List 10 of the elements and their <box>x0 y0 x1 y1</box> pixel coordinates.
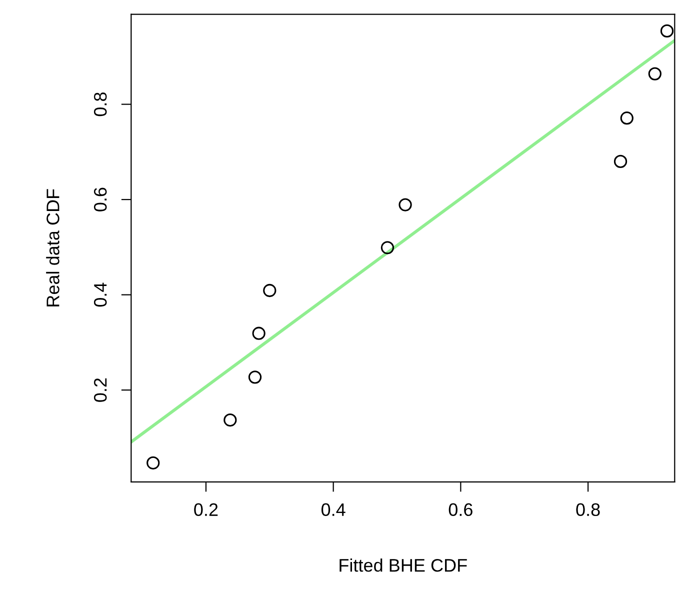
y-tick-label: 0.4 <box>94 282 107 307</box>
y-tick-label: 0.6 <box>94 188 107 212</box>
x-axis-title: Fitted BHE CDF <box>340 558 467 572</box>
x-tick-label: 0.8 <box>576 503 600 516</box>
y-tick-label: 0.8 <box>94 92 107 116</box>
x-tick-label: 0.6 <box>448 503 472 516</box>
y-axis-title: Real data CDF <box>46 189 60 306</box>
x-tick-label: 0.2 <box>194 503 218 516</box>
y-tick-label: 0.2 <box>94 378 107 402</box>
x-tick-label: 0.4 <box>321 503 346 516</box>
